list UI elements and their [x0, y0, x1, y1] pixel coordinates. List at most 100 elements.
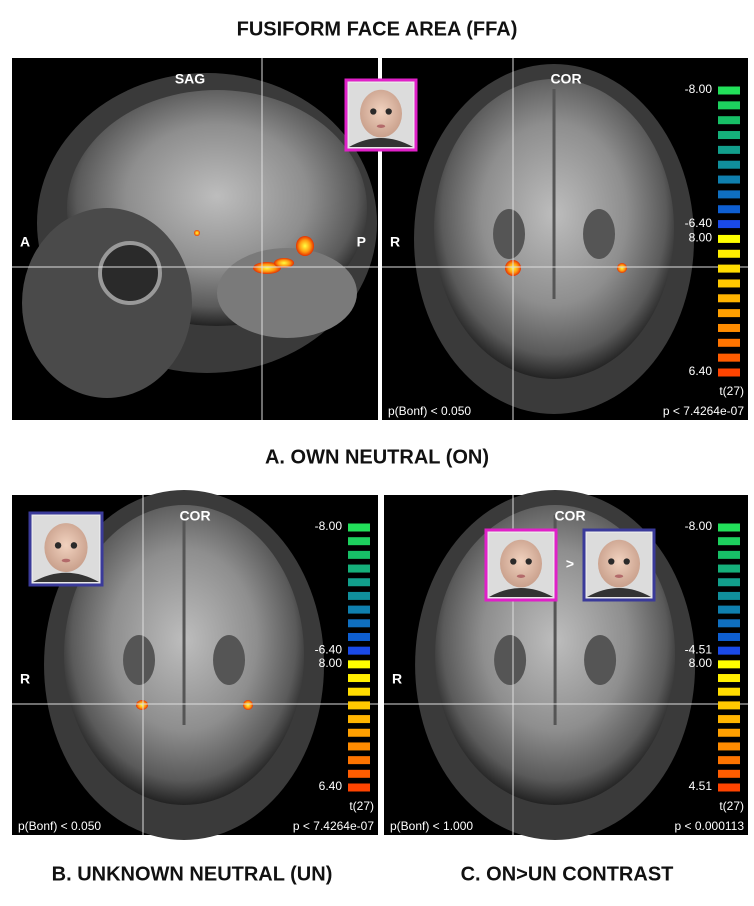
colorbar-swatch [718, 591, 740, 600]
colorbar-swatch [718, 205, 740, 214]
colorbar-unit: t(27) [719, 384, 744, 398]
colorbar-swatch [348, 578, 370, 587]
activation [296, 236, 314, 256]
p-value: p < 7.4264e-07 [663, 404, 744, 418]
p-value: p < 7.4264e-07 [293, 819, 374, 833]
colorbar-swatch [718, 131, 740, 140]
colorbar-swatch [348, 783, 370, 792]
view-label: COR [554, 508, 585, 524]
colorbar-swatch [348, 550, 370, 559]
face-clothes [33, 572, 99, 582]
colorbar-swatch [718, 175, 740, 184]
orientation-left: R [390, 234, 400, 250]
colorbar-label: 6.40 [689, 364, 713, 378]
face-eye [70, 542, 78, 549]
colorbar-swatch [718, 687, 740, 696]
colorbar-label: -4.51 [685, 642, 713, 656]
colorbar-swatch [718, 783, 740, 792]
caption: C. ON>UN CONTRAST [461, 863, 674, 885]
face [44, 523, 88, 573]
face [500, 539, 542, 588]
colorbar-swatch [718, 674, 740, 683]
colorbar-swatch [718, 294, 740, 303]
colorbar-swatch [718, 116, 740, 125]
activation [274, 258, 294, 268]
colorbar-swatch [718, 742, 740, 751]
colorbar-swatch [348, 619, 370, 628]
colorbar-unit: t(27) [719, 799, 744, 813]
colorbar-label: 8.00 [319, 656, 343, 670]
colorbar-label: -6.40 [685, 216, 713, 230]
face-eye [623, 558, 630, 565]
colorbar-swatch [718, 715, 740, 724]
colorbar-swatch [348, 756, 370, 765]
figure-title: FUSIFORM FACE AREA (FFA) [237, 18, 518, 40]
colorbar-swatch [718, 190, 740, 199]
face [360, 89, 402, 138]
colorbar-swatch [718, 160, 740, 169]
colorbar-swatch [348, 687, 370, 696]
cerebellum [217, 248, 357, 338]
colorbar-swatch [348, 591, 370, 600]
p-bonferroni: p(Bonf) < 1.000 [390, 819, 473, 833]
colorbar-swatch [718, 220, 740, 229]
face-eye [54, 542, 62, 549]
colorbar-swatch [348, 715, 370, 724]
colorbar-swatch [718, 756, 740, 765]
colorbar-swatch [718, 101, 740, 110]
colorbar-label: 8.00 [689, 656, 713, 670]
view-label: COR [179, 508, 210, 524]
colorbar-swatch [718, 728, 740, 737]
colorbar-swatch [348, 674, 370, 683]
face-clothes [349, 138, 413, 147]
colorbar-swatch [718, 605, 740, 614]
ventricle [583, 209, 616, 259]
p-bonferroni: p(Bonf) < 0.050 [388, 404, 471, 418]
colorbar-swatch [718, 86, 740, 95]
colorbar-swatch [348, 701, 370, 710]
orientation-right: P [357, 234, 366, 250]
face-mouth [614, 574, 624, 578]
activation [253, 262, 281, 274]
colorbar-swatch [718, 353, 740, 362]
colorbar-swatch [718, 249, 740, 258]
orientation-left: R [20, 671, 30, 687]
colorbar-swatch [718, 769, 740, 778]
orientation-left: R [392, 671, 402, 687]
face-profile [22, 208, 192, 398]
colorbar-label: -6.40 [315, 642, 343, 656]
colorbar-swatch [718, 619, 740, 628]
colorbar-swatch [718, 701, 740, 710]
ventricle [123, 635, 156, 685]
colorbar-swatch [718, 632, 740, 641]
orientation-left: A [20, 234, 30, 250]
activation [243, 700, 253, 710]
face-mouth [376, 124, 386, 128]
face [598, 539, 640, 588]
colorbar-label: 4.51 [689, 779, 713, 793]
ventricle [213, 635, 246, 685]
colorbar-swatch [718, 646, 740, 655]
colorbar-swatch [718, 309, 740, 318]
colorbar-swatch [718, 323, 740, 332]
colorbar-swatch [348, 537, 370, 546]
activation [617, 263, 627, 273]
view-label: COR [550, 71, 581, 87]
face-eye [385, 108, 392, 115]
colorbar-swatch [718, 564, 740, 573]
colorbar-unit: t(27) [349, 799, 374, 813]
face-mouth [61, 558, 71, 563]
face-clothes [587, 588, 651, 597]
colorbar-swatch [348, 742, 370, 751]
colorbar-swatch [348, 523, 370, 532]
colorbar-swatch [348, 646, 370, 655]
colorbar-swatch [718, 550, 740, 559]
p-value: p < 0.000113 [674, 819, 744, 833]
contrast-symbol: > [566, 556, 574, 572]
face-mouth [516, 574, 526, 578]
activation [194, 230, 200, 236]
ventricle [494, 635, 527, 685]
colorbar-label: -8.00 [685, 519, 713, 533]
activation [136, 700, 148, 710]
